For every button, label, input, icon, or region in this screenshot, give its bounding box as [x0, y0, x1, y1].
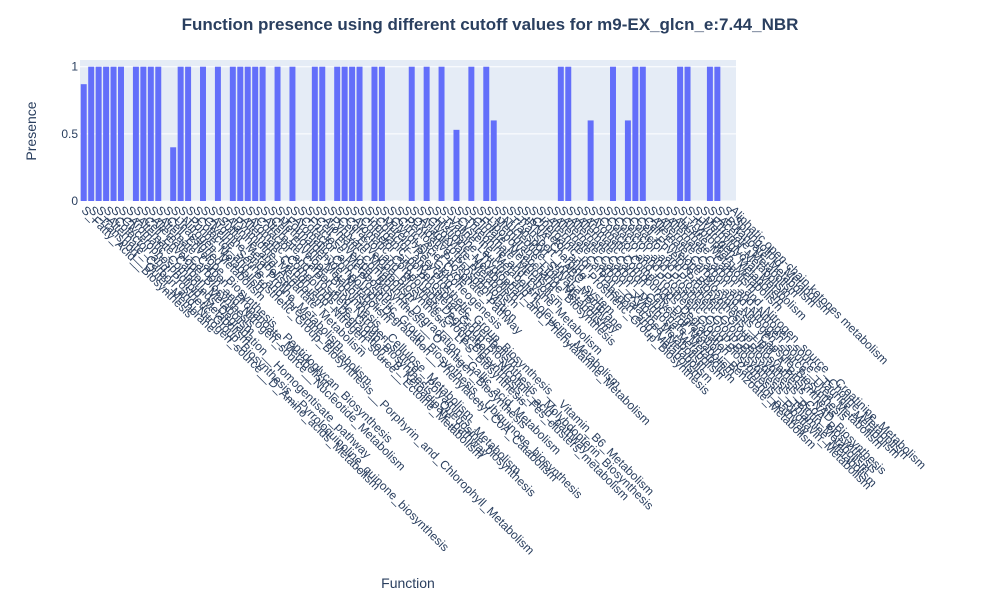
bar	[483, 66, 490, 201]
bar	[259, 66, 266, 201]
bar	[677, 66, 684, 201]
bar	[565, 66, 572, 201]
y-tick-label: 0	[71, 194, 78, 208]
bar	[311, 66, 318, 201]
bar	[170, 147, 177, 201]
bar	[103, 66, 110, 201]
bar	[557, 66, 564, 201]
bar	[632, 66, 639, 201]
bar	[80, 84, 87, 201]
bar	[356, 66, 363, 201]
bar	[110, 66, 117, 201]
bar	[639, 66, 646, 201]
bar	[610, 66, 616, 201]
bar	[438, 66, 445, 201]
bar	[349, 66, 356, 201]
bar	[118, 66, 124, 201]
bar	[706, 66, 713, 201]
bar	[490, 120, 497, 201]
bar	[624, 120, 631, 201]
bar	[371, 66, 378, 201]
x-axis-title: Function	[381, 575, 435, 591]
bar	[132, 66, 139, 201]
bar	[177, 66, 184, 201]
bar	[155, 66, 162, 201]
bar	[378, 66, 385, 201]
bar	[229, 66, 236, 201]
bar	[319, 66, 326, 201]
bar	[95, 66, 102, 201]
bar	[200, 66, 206, 201]
bar	[587, 120, 594, 201]
bar	[185, 66, 192, 201]
bar	[453, 129, 460, 201]
bar	[423, 66, 430, 201]
y-tick-label: 1	[71, 60, 78, 74]
bar	[140, 66, 147, 201]
y-axis-title: Presence	[23, 101, 39, 160]
bar	[147, 66, 154, 201]
bar	[468, 66, 475, 201]
bar	[244, 66, 251, 201]
bar	[714, 66, 721, 201]
bar	[88, 66, 95, 201]
bar	[214, 66, 221, 201]
bar	[237, 66, 244, 201]
y-tick-label: 0.5	[61, 127, 78, 141]
bar	[341, 66, 348, 201]
bar	[408, 66, 415, 201]
bar	[684, 66, 691, 201]
bar	[252, 66, 259, 201]
bar	[274, 66, 281, 201]
bar	[289, 66, 296, 201]
bar	[334, 66, 341, 201]
chart-title: Function presence using different cutoff…	[182, 15, 799, 34]
